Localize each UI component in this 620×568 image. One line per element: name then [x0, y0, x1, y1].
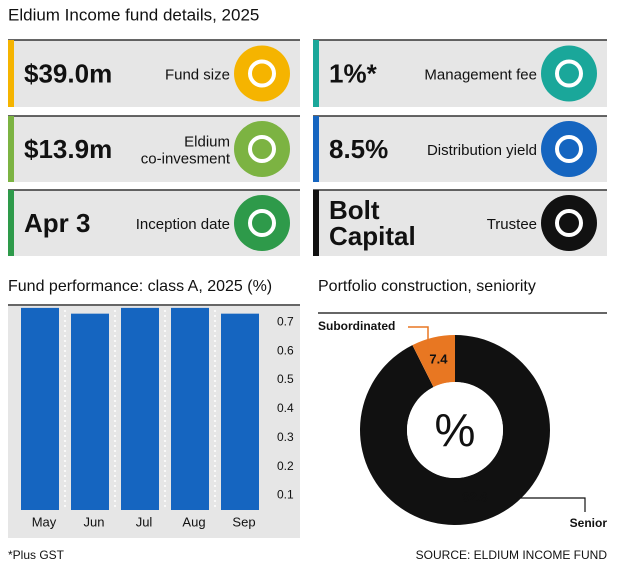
y-tick-label: 0.4 — [277, 401, 294, 415]
card-label: co-invesment — [141, 150, 231, 167]
y-tick-label: 0.7 — [277, 314, 294, 328]
bar — [121, 307, 159, 510]
donut-slice — [360, 335, 550, 525]
card-value: 1%* — [329, 58, 378, 88]
card-value: Apr 3 — [24, 208, 90, 238]
card-value: $39.0m — [24, 58, 112, 88]
card-label: Management fee — [424, 66, 537, 83]
value-label: 7.4 — [429, 351, 448, 366]
chart-title: Portfolio construction, seniority — [318, 278, 536, 295]
bar — [21, 307, 59, 510]
y-tick-label: 0.3 — [277, 430, 294, 444]
x-tick-label: Jun — [84, 514, 105, 529]
category-label: Subordinated — [318, 319, 395, 333]
value-label: 92.6 — [462, 489, 487, 504]
card-icon — [541, 45, 597, 102]
category-label: Senior — [570, 516, 608, 530]
card-accent — [8, 40, 14, 107]
card-accent — [8, 116, 14, 182]
card-icon — [234, 45, 290, 102]
card-icon-glyph — [248, 59, 276, 88]
card-label: Trustee — [487, 216, 537, 233]
card-icon — [234, 195, 290, 251]
callout-line — [520, 497, 586, 512]
bar — [221, 313, 259, 510]
x-tick-label: Jul — [136, 514, 153, 529]
card-accent — [8, 190, 14, 256]
donut-hole — [407, 382, 503, 478]
callout-line — [408, 326, 429, 350]
card-icon-glyph — [248, 209, 276, 237]
card-icon — [541, 195, 597, 251]
card-icon-glyph — [555, 135, 583, 163]
source: SOURCE: ELDIUM INCOME FUND — [416, 548, 608, 562]
x-tick-label: Aug — [182, 514, 205, 529]
card-icon-glyph — [248, 135, 276, 163]
bar — [171, 307, 209, 510]
card-value: 8.5% — [329, 134, 388, 164]
x-tick-label: May — [32, 514, 57, 529]
card-accent — [313, 190, 319, 256]
x-tick-label: Sep — [232, 514, 255, 529]
card-icon-glyph — [555, 59, 583, 88]
card-label: Fund size — [165, 66, 230, 83]
footnote: *Plus GST — [8, 548, 65, 562]
bar — [71, 313, 109, 510]
center-label: % — [435, 404, 476, 456]
card-value: Bolt — [329, 195, 380, 225]
card-accent — [313, 40, 319, 107]
card-icon — [541, 121, 597, 177]
card-value: $13.9m — [24, 134, 112, 164]
donut-slice — [412, 335, 455, 388]
y-tick-label: 0.2 — [277, 459, 294, 473]
card-label: Distribution yield — [427, 142, 537, 159]
card-accent — [313, 116, 319, 182]
card-value: Capital — [329, 221, 416, 251]
y-tick-label: 0.5 — [277, 372, 294, 386]
page-title: Eldium Income fund details, 2025 — [8, 5, 259, 24]
chart-title: Fund performance: class A, 2025 (%) — [8, 278, 272, 295]
y-tick-label: 0.1 — [277, 488, 294, 502]
card-label: Eldium — [184, 133, 230, 150]
y-tick-label: 0.6 — [277, 343, 294, 357]
card-icon — [234, 121, 290, 177]
card-label: Inception date — [136, 216, 230, 233]
card-icon-glyph — [555, 209, 583, 237]
